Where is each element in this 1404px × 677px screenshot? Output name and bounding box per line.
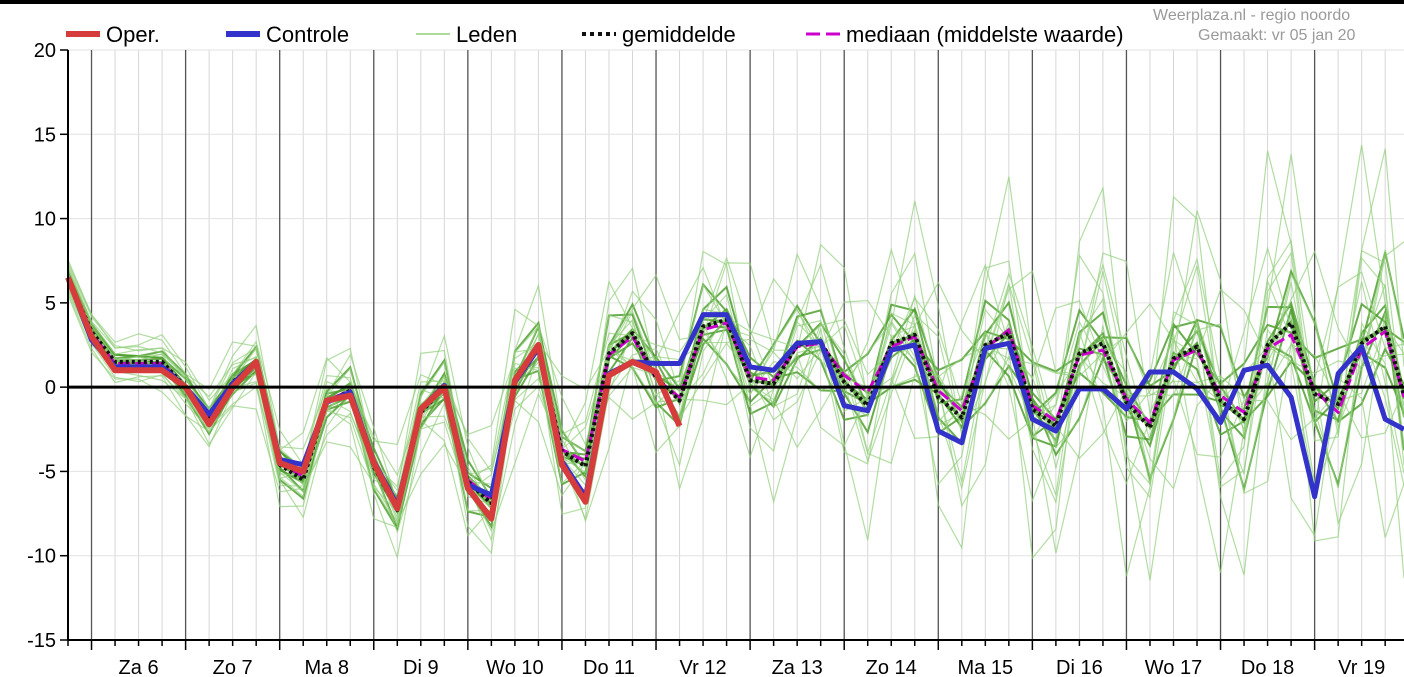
- legend-label: mediaan (middelste waarde): [846, 22, 1124, 47]
- x-tick-label: Zo 14: [866, 657, 917, 677]
- axes: -15 -10 -5 0 5 10 15 20 Za 6 Zo 7 Ma 8 Di 9 Wo 10 Do …: [27, 40, 1404, 677]
- top-border: [0, 0, 1404, 4]
- credit-source: Weerplaza.nl - regio noordo: [1153, 7, 1350, 24]
- y-tick-label: 0: [45, 377, 56, 399]
- series-line-oper: [65, 276, 683, 522]
- x-tick-label: Wo 10: [486, 657, 543, 677]
- ensemble-member-line: [67, 287, 1404, 543]
- x-tick-label: Zo 7: [213, 657, 253, 677]
- legend-label: gemiddelde: [622, 22, 736, 47]
- grid-layer: [67, 49, 1404, 641]
- credits: Weerplaza.nl - regio noordo Gemaakt: vr 0…: [1153, 7, 1356, 44]
- ensemble-member-line: [67, 295, 1404, 577]
- x-tick-label: Do 18: [1241, 657, 1294, 677]
- ensemble-member-line: [67, 144, 1404, 452]
- x-tick-label: Ma 8: [304, 657, 348, 677]
- x-tick-label: Di 16: [1056, 657, 1103, 677]
- legend-label: Leden: [456, 22, 517, 47]
- x-tick-label: Vr 12: [680, 657, 727, 677]
- x-tick-label: Do 11: [583, 657, 635, 677]
- legend-label: Controle: [266, 22, 349, 47]
- legend: Oper. Controle Leden gemiddelde mediaan (mid…: [66, 22, 1124, 47]
- x-tick-label: Di 9: [403, 657, 439, 677]
- ensemble-member-line: [67, 289, 1404, 560]
- y-tick-label: 10: [34, 209, 56, 231]
- y-tick-label: 5: [45, 293, 56, 315]
- y-tick-label: -15: [27, 630, 56, 652]
- legend-label: Oper.: [106, 22, 160, 47]
- series-line-gemiddelde: [66, 276, 1404, 513]
- ensemble-member-line: [67, 281, 1404, 527]
- y-tick-label: 15: [34, 124, 56, 146]
- series-line-controle: [65, 276, 1404, 508]
- ensemble-member-line: [67, 148, 1404, 493]
- credit-date: Gemaakt: vr 05 jan 20: [1198, 27, 1356, 44]
- x-tick-label: Vr 19: [1338, 657, 1385, 677]
- x-tick-label: Ma 15: [958, 657, 1014, 677]
- main-series: [65, 276, 1404, 522]
- ensemble-member-line: [67, 241, 1404, 507]
- x-tick-label: Wo 17: [1145, 657, 1202, 677]
- y-tick-label: -10: [27, 546, 56, 568]
- x-tick-label: Za 6: [119, 657, 159, 677]
- y-tick-label: -5: [38, 461, 56, 483]
- x-tick-label: Za 13: [772, 657, 823, 677]
- y-tick-label: 20: [34, 40, 56, 62]
